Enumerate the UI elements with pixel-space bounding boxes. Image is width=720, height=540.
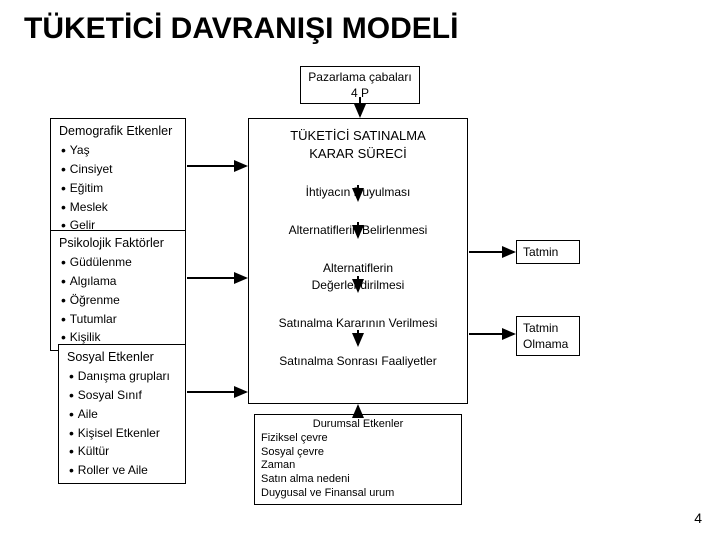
list-item: Güdülenme xyxy=(61,252,177,271)
situational-item: Sosyal çevre xyxy=(261,446,455,460)
list-item: Roller ve Aile xyxy=(69,460,177,479)
process-title-l2: KARAR SÜRECİ xyxy=(257,145,459,163)
node-dissatisfaction: Tatmin Olmama xyxy=(516,316,580,356)
list-item: Aile xyxy=(69,404,177,423)
list-item: Sosyal Sınıf xyxy=(69,385,177,404)
process-title-l1: TÜKETİCİ SATINALMA xyxy=(257,127,459,145)
marketing-line2: 4 P xyxy=(305,85,415,101)
psychological-title: Psikolojik Faktörler xyxy=(59,235,177,252)
list-item: Kişisel Etkenler xyxy=(69,423,177,442)
list-item: Danışma grupları xyxy=(69,366,177,385)
psychological-list: Güdülenme Algılama Öğrenme Tutumlar Kişi… xyxy=(59,252,177,346)
node-situational-factors: Durumsal Etkenler Fiziksel çevre Sosyal … xyxy=(254,414,462,505)
situational-item: Zaman xyxy=(261,459,455,473)
node-demographic-factors: Demografik Etkenler Yaş Cinsiyet Eğitim … xyxy=(50,118,186,239)
list-item: Cinsiyet xyxy=(61,159,177,178)
situational-item: Satın alma nedeni xyxy=(261,473,455,487)
node-satisfaction: Tatmin xyxy=(516,240,580,264)
process-step-3: Alternatiflerin Değerlendirilmesi xyxy=(257,260,459,292)
process-step-4: Satınalma Kararının Verilmesi xyxy=(257,315,459,331)
list-item: Öğrenme xyxy=(61,290,177,309)
node-marketing-4p: Pazarlama çabaları 4 P xyxy=(300,66,420,104)
dissatisfaction-l2: Olmama xyxy=(523,336,573,352)
marketing-line1: Pazarlama çabaları xyxy=(305,69,415,85)
list-item: Tutumlar xyxy=(61,309,177,328)
demographic-title: Demografik Etkenler xyxy=(59,123,177,140)
list-item: Meslek xyxy=(61,197,177,216)
dissatisfaction-l1: Tatmin xyxy=(523,320,573,336)
list-item: Yaş xyxy=(61,140,177,159)
social-title: Sosyal Etkenler xyxy=(67,349,177,366)
list-item: Kültür xyxy=(69,441,177,460)
list-item: Eğitim xyxy=(61,178,177,197)
satisfaction-label: Tatmin xyxy=(523,245,558,259)
page-title: TÜKETİCİ DAVRANIŞI MODELİ xyxy=(24,12,458,46)
list-item: Algılama xyxy=(61,271,177,290)
social-list: Danışma grupları Sosyal Sınıf Aile Kişis… xyxy=(67,366,177,479)
process-step-2: Alternatiflerin Belirlenmesi xyxy=(257,222,459,238)
situational-title: Durumsal Etkenler xyxy=(261,418,455,432)
situational-item: Duygusal ve Finansal urum xyxy=(261,487,455,501)
node-social-factors: Sosyal Etkenler Danışma grupları Sosyal … xyxy=(58,344,186,484)
process-step-5: Satınalma Sonrası Faaliyetler xyxy=(257,353,459,369)
situational-item: Fiziksel çevre xyxy=(261,432,455,446)
process-step-1: İhtiyacın Duyulması xyxy=(257,184,459,200)
demographic-list: Yaş Cinsiyet Eğitim Meslek Gelir xyxy=(59,140,177,234)
node-decision-process: TÜKETİCİ SATINALMA KARAR SÜRECİ İhtiyacı… xyxy=(248,118,468,404)
node-psychological-factors: Psikolojik Faktörler Güdülenme Algılama … xyxy=(50,230,186,351)
page-number: 4 xyxy=(694,510,702,526)
